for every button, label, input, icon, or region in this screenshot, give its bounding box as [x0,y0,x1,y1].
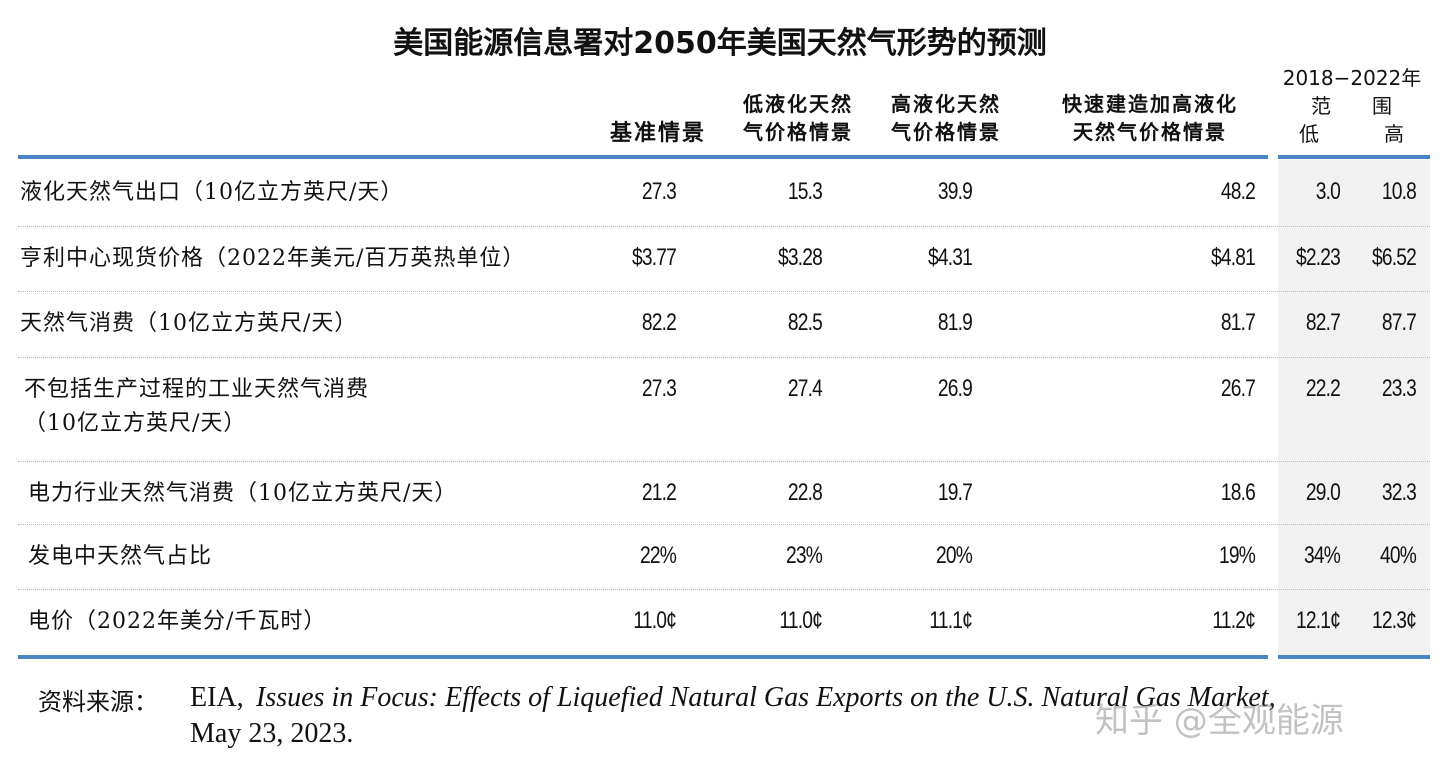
cell-value: $2.23 [1295,244,1341,271]
cell-value: 12.1¢ [1295,607,1341,634]
row-label: 电价（2022年美分/千瓦时） [28,609,327,634]
title: 美国能源信息署对2050年美国天然气形势的预测 [393,26,1047,61]
top-rule [1278,155,1430,159]
cell-value: 48.2 [1220,178,1256,205]
cell-value: 34% [1303,542,1341,569]
column-header: 气价格情景 [891,120,1001,144]
cell-value: 81.7 [1220,309,1256,336]
cell-value: 87.7 [1381,309,1417,336]
cell-value: 81.9 [937,309,973,336]
cell-value: 10.8 [1381,178,1417,205]
cell-value: 20% [935,542,973,569]
row-label: （10亿立方英尺/天） [24,411,247,436]
cell-value: $3.28 [777,244,823,271]
cell-value: 15.3 [787,178,823,205]
watermark: 知乎 @全观能源 [1095,701,1344,741]
row-separator [18,461,1430,462]
row-separator [18,589,1430,590]
cell-value: 29.0 [1305,479,1341,506]
cell-value: 21.2 [641,479,677,506]
column-header: 气价格情景 [743,120,853,144]
cell-value: 26.7 [1220,375,1256,402]
cell-value: $4.31 [927,244,973,271]
cell-value: 23.3 [1381,375,1417,402]
range-label: 范 [1311,94,1333,118]
column-header: 低液化天然 [743,92,853,116]
column-header: 基准情景 [609,120,707,146]
cell-value: 22.8 [787,479,823,506]
cell-value: 3.0 [1315,178,1341,205]
row-label: 液化天然气出口（10亿立方英尺/天） [20,180,404,205]
cell-value: $4.81 [1210,244,1256,271]
cell-value: 39.9 [937,178,973,205]
cell-value: $3.77 [631,244,677,271]
cell-value: 27.4 [787,375,823,402]
cell-value: 40% [1379,542,1417,569]
source-date: May 23, 2023. [190,718,354,749]
cell-value: 82.7 [1305,309,1341,336]
cell-value: 82.5 [787,309,823,336]
cell-value: 19.7 [937,479,973,506]
cell-value: 19% [1218,542,1256,569]
source-author: EIA, [190,682,244,713]
bottom-rule [18,655,1268,659]
cell-value: 11.0¢ [633,607,676,634]
cell-value: 11.1¢ [929,607,972,634]
row-separator [18,291,1430,292]
source-title: Issues in Focus: Effects of Liquefied Na… [256,682,1276,713]
cell-value: 23% [785,542,823,569]
range-label: 围 [1372,94,1394,118]
cell-value: 26.9 [937,375,973,402]
range-shade [1278,160,1430,656]
cell-value: $6.52 [1371,244,1417,271]
cell-value: 27.3 [641,178,677,205]
top-rule [18,155,1268,159]
cell-value: 11.0¢ [779,607,822,634]
cell-value: 82.2 [641,309,677,336]
row-label: 天然气消费（10亿立方英尺/天） [20,311,358,336]
cell-value: 22% [639,542,677,569]
column-header: 高液化天然 [891,92,1001,116]
range-low: 低 [1299,122,1321,146]
cell-value: 22.2 [1305,375,1341,402]
row-separator [18,524,1430,525]
range-high: 高 [1384,122,1406,146]
range-years: 2018−2022年 [1282,66,1422,90]
cell-value: 32.3 [1381,479,1417,506]
source-prefix: 资料来源： [38,688,158,716]
cell-value: 18.6 [1220,479,1256,506]
cell-value: 11.2¢ [1212,607,1255,634]
cell-value: 27.3 [641,375,677,402]
row-label: 电力行业天然气消费（10亿立方英尺/天） [28,481,458,506]
row-separator [18,226,1430,227]
column-header: 快速建造加高液化 [1062,92,1238,116]
bottom-rule [1278,655,1430,659]
cell-value: 12.3¢ [1371,607,1417,634]
row-label: 不包括生产过程的工业天然气消费 [24,377,370,402]
row-label: 亨利中心现货价格（2022年美元/百万英热单位） [20,246,526,271]
row-label: 发电中天然气占比 [28,544,213,569]
row-separator [18,357,1430,358]
column-header: 天然气价格情景 [1073,120,1227,144]
